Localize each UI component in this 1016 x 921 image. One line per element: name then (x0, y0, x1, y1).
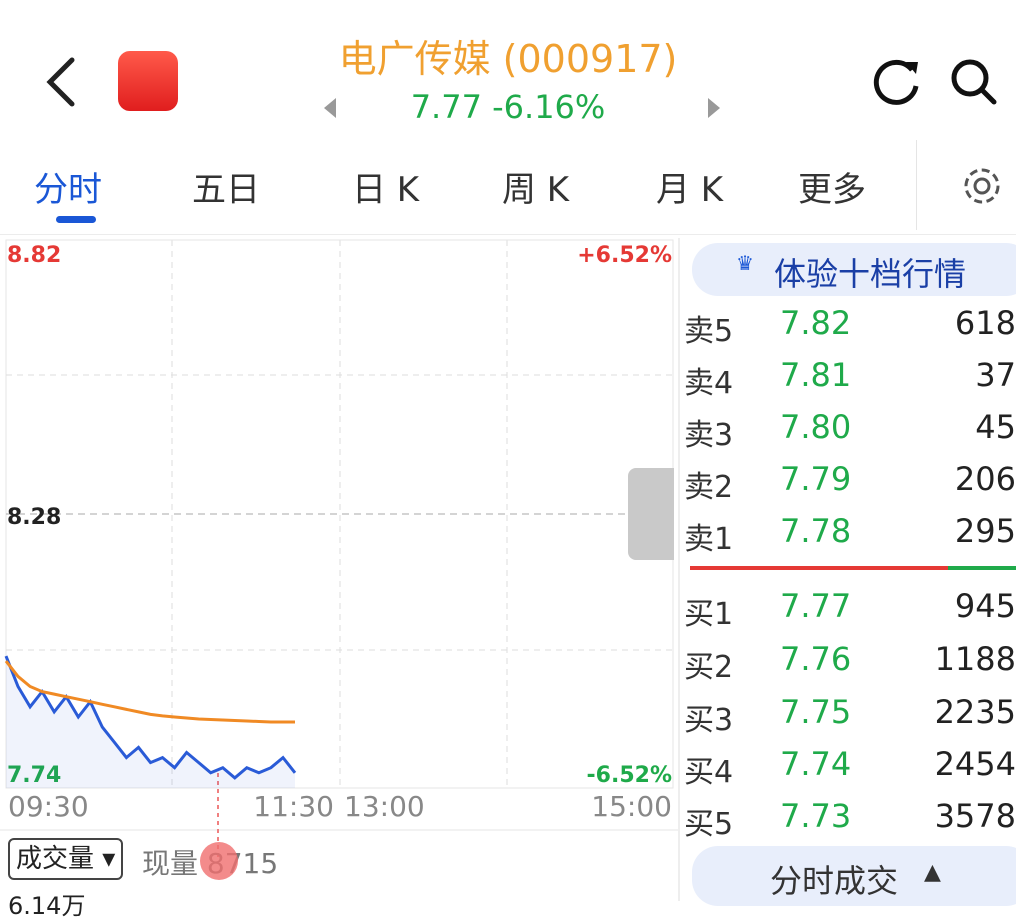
screen: {"header": {"title": "电广传媒 (000917)", "p… (0, 37, 1016, 920)
app-icon[interactable] (118, 51, 178, 111)
search-button[interactable] (948, 56, 1000, 108)
buy-bar (948, 566, 1016, 570)
selector-label: 成交量 (16, 844, 95, 874)
level-price: 7.82 (780, 304, 852, 342)
pct-label: -6.52% (587, 763, 672, 788)
buy-row: 买1 7.77 945 (682, 583, 1016, 633)
tab[interactable]: 月 K (656, 170, 724, 210)
price-area (6, 656, 295, 788)
y-tick-label: 7.74 (7, 763, 61, 788)
level-label: 卖5 (684, 314, 734, 349)
level-price: 7.73 (780, 797, 852, 835)
level-price: 7.80 (780, 408, 852, 446)
sell-row: 卖5 7.82 618 (682, 300, 1016, 350)
x-tick-label: 13:00 (344, 790, 425, 823)
level-volume: 295 (954, 512, 1016, 550)
collapse-handle[interactable] (628, 468, 674, 560)
stock-quote: 7.77 -6.16% (0, 88, 1016, 126)
sell-bar (690, 566, 948, 570)
pct-label: +6.52% (577, 243, 672, 268)
tab[interactable]: 日 K (352, 170, 420, 210)
price-line (4, 655, 297, 780)
level-label: 买3 (684, 703, 734, 738)
tab[interactable]: 周 K (502, 170, 570, 210)
level-volume: 1188 (934, 640, 1016, 678)
y-tick-label: 8.28 (7, 505, 61, 530)
level-price: 7.76 (780, 640, 852, 678)
level-volume: 618 (954, 304, 1016, 342)
sell-row: 卖4 7.81 37 (682, 352, 1016, 402)
level-price: 7.77 (780, 587, 852, 625)
level-volume: 206 (954, 460, 1016, 498)
level-price: 7.79 (780, 460, 852, 498)
level-price: 7.75 (780, 693, 852, 731)
buy-row: 买5 7.73 3578 (682, 793, 1016, 843)
tab-indicator (56, 216, 96, 223)
crosshair-dot (200, 842, 238, 880)
current-label: 现量 (142, 847, 199, 880)
sell-row: 卖3 7.80 45 (682, 404, 1016, 454)
level-label: 买5 (684, 807, 734, 842)
level-label: 买4 (684, 755, 734, 790)
level-volume: 37 (975, 356, 1016, 394)
x-tick-label: 15:00 (591, 790, 672, 823)
volume-selector[interactable]: 成交量 ▾ (8, 838, 124, 880)
tab[interactable]: 分时 (34, 170, 102, 210)
level-label: 买1 (684, 597, 734, 632)
divider (916, 140, 917, 230)
buy-row: 买2 7.76 1188 (682, 636, 1016, 686)
level-label: 卖3 (684, 418, 734, 453)
intraday-chart: 8.82 8.28 7.74 +6.52% -6.52% 09:30 11:30 13:00 1… (0, 239, 678, 858)
volume-max: 6.14万 (8, 892, 86, 920)
crown-icon: ♛ (736, 251, 754, 275)
y-tick-label: 8.82 (7, 243, 61, 268)
tab[interactable]: 更多 (798, 170, 866, 210)
x-tick-label: 09:30 (8, 790, 89, 823)
change: -6.16% (492, 88, 606, 126)
buy-row: 买3 7.75 2235 (682, 689, 1016, 739)
divider (678, 238, 680, 901)
prev-arrow[interactable] (320, 96, 340, 120)
tab[interactable]: 五日 (192, 170, 260, 210)
price: 7.77 (410, 88, 482, 126)
sell-row: 卖1 7.78 295 (682, 508, 1016, 558)
button-label: 分时成交 (770, 862, 899, 900)
level-volume: 945 (954, 587, 1016, 625)
refresh-button[interactable] (872, 56, 924, 108)
average-line (4, 660, 295, 724)
trades-button[interactable]: 分时成交 ▲ (692, 846, 1016, 906)
stock-title: 电广传媒 (000917) (338, 37, 678, 81)
level-price: 7.81 (780, 356, 852, 394)
sell-row: 卖2 7.79 206 (682, 456, 1016, 506)
level-label: 卖2 (684, 470, 734, 505)
level-volume: 45 (975, 408, 1016, 446)
level-price: 7.78 (780, 512, 852, 550)
level-label: 卖1 (684, 522, 734, 557)
level-volume: 2235 (934, 693, 1016, 731)
ten-level-button[interactable]: ♛ 体验十档行情 (692, 243, 1016, 296)
level-volume: 2454 (934, 745, 1016, 783)
button-label: 体验十档行情 (774, 255, 967, 293)
level-price: 7.74 (780, 745, 852, 783)
level-volume: 3578 (934, 797, 1016, 835)
divider (0, 234, 1016, 235)
arrow-up: ▲ (924, 860, 941, 885)
buy-row: 买4 7.74 2454 (682, 741, 1016, 791)
next-arrow[interactable] (704, 96, 724, 120)
level-label: 卖4 (684, 366, 734, 401)
level-label: 买2 (684, 650, 734, 685)
x-tick-label: 11:30 (253, 790, 334, 823)
settings-button[interactable] (960, 164, 1004, 208)
back-button[interactable] (40, 56, 80, 108)
